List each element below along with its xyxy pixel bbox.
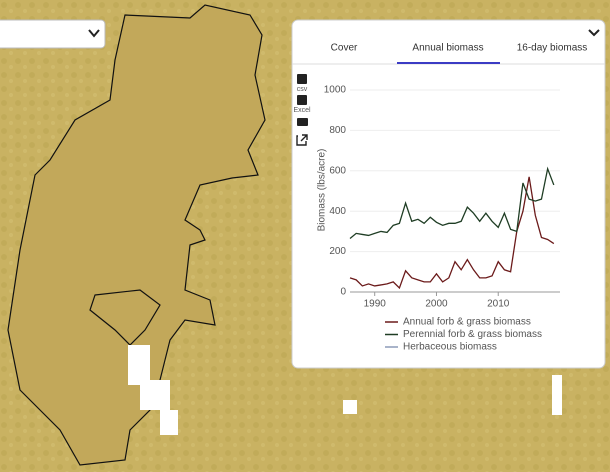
print-icon[interactable] bbox=[297, 118, 308, 126]
series-line bbox=[349, 176, 555, 290]
open-icon[interactable] bbox=[296, 134, 308, 146]
plot: 0 200 400 600 800 1000 1990 2000 2010 Annual forb… bbox=[324, 85, 560, 353]
y-tick-label: 200 bbox=[329, 246, 346, 257]
legend-label[interactable]: Herbaceous biomass bbox=[403, 342, 497, 353]
y-tick-label: 400 bbox=[329, 206, 346, 217]
legend-label[interactable]: Annual forb & grass biomass bbox=[403, 317, 531, 328]
y-tick-label: 600 bbox=[329, 165, 346, 176]
legend-label[interactable]: Perennial forb & grass biomass bbox=[403, 329, 542, 340]
y-tick-label: 0 bbox=[340, 287, 346, 298]
y-tick-label: 800 bbox=[329, 125, 346, 136]
tab[interactable]: Annual biomass bbox=[412, 43, 483, 54]
chart-panel bbox=[291, 19, 606, 369]
x-tick-label: 1990 bbox=[364, 299, 387, 310]
save-icon[interactable] bbox=[297, 74, 307, 84]
series-line bbox=[349, 166, 555, 239]
tab[interactable]: 16-day biomass bbox=[517, 43, 588, 54]
dropdown[interactable] bbox=[0, 19, 106, 49]
map-patches bbox=[128, 345, 562, 435]
region-outline bbox=[7, 4, 266, 466]
dropdown-chevron[interactable] bbox=[88, 29, 100, 38]
collapse-chevron[interactable] bbox=[588, 29, 600, 37]
toolbar-label[interactable]: Excel bbox=[293, 107, 311, 114]
y-tick-label: 1000 bbox=[324, 85, 347, 96]
toolbar-label[interactable]: csv bbox=[297, 86, 308, 93]
save-icon[interactable] bbox=[297, 95, 307, 105]
x-tick-label: 2010 bbox=[487, 299, 510, 310]
y-axis-label: Biomass (lbs/acre) bbox=[317, 149, 328, 232]
x-tick-label: 2000 bbox=[425, 299, 448, 310]
tab[interactable]: Cover bbox=[331, 43, 358, 54]
